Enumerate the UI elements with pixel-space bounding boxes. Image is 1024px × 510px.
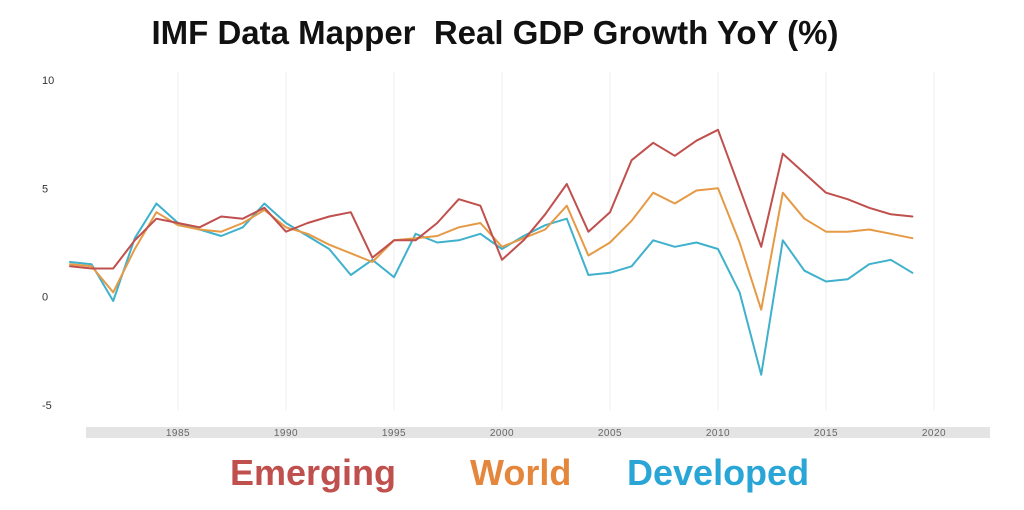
- y-tick-label: 0: [42, 292, 48, 304]
- x-tick-label: 2000: [490, 428, 514, 439]
- series-lines: [69, 128, 914, 376]
- x-tick-label: 1990: [274, 428, 298, 439]
- x-tick-label: 1985: [166, 428, 190, 439]
- x-tick-label: 2020: [922, 428, 946, 439]
- series-line-emerging: [69, 128, 914, 270]
- chart-title: IMF Data Mapper Real GDP Growth YoY (%): [151, 14, 839, 51]
- x-tick-label: 1995: [382, 428, 406, 439]
- vertical-gridlines: [177, 72, 935, 410]
- line-chart: 10 5 0 -5 1985 1990 1995 2000 2005 2010 2015 2020: [42, 72, 990, 439]
- legend: Emerging World Developed: [0, 452, 1024, 508]
- y-tick-label: 10: [42, 75, 54, 87]
- x-axis-ticks: 1985 1990 1995 2000 2005 2010 2015 2020: [166, 428, 946, 439]
- series-line-developed: [69, 202, 914, 376]
- y-tick-label: 5: [42, 183, 48, 195]
- legend-emerging: Emerging: [230, 452, 397, 493]
- y-tick-label: -5: [42, 400, 52, 412]
- x-axis-band: [86, 427, 990, 438]
- series-line-world: [69, 187, 914, 311]
- x-tick-label: 2005: [598, 428, 622, 439]
- y-axis-ticks: 10 5 0 -5: [42, 75, 54, 412]
- legend-developed: Developed: [627, 452, 810, 493]
- legend-world: World: [470, 452, 572, 493]
- x-tick-label: 2010: [706, 428, 730, 439]
- x-tick-label: 2015: [814, 428, 838, 439]
